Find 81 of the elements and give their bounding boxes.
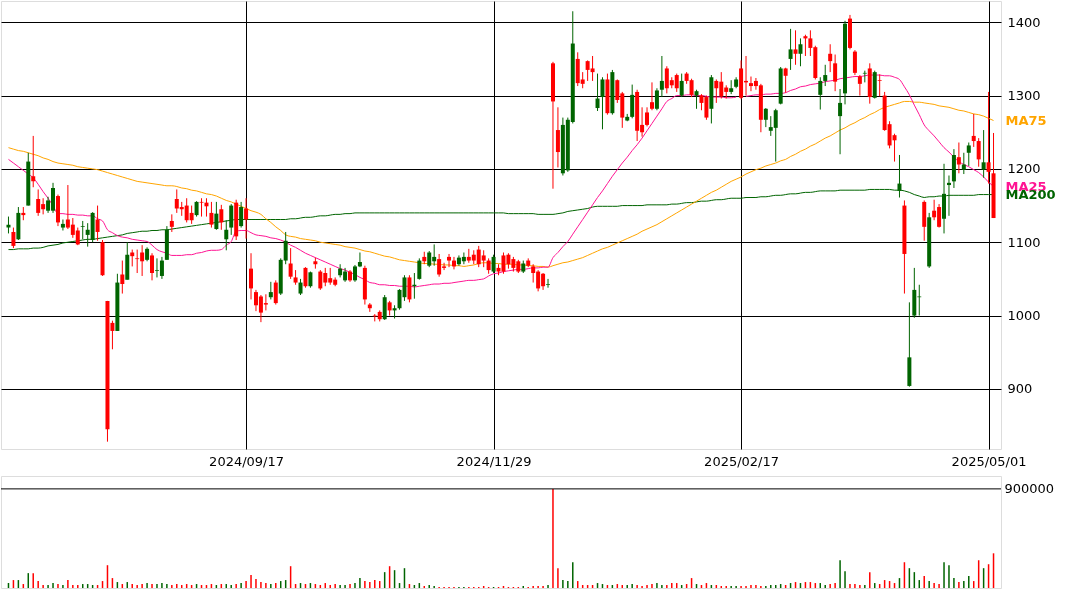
x-tick-label: 2025/02/17: [704, 453, 780, 469]
candlestick: [763, 107, 768, 128]
candlestick: [981, 129, 986, 179]
candlestick: [199, 197, 204, 218]
candlestick: [555, 106, 560, 168]
candlestick: [318, 269, 323, 291]
candlestick: [818, 76, 823, 111]
candlestick: [303, 266, 308, 289]
y-tick-label: 1000: [1007, 308, 1041, 324]
candlestick: [229, 203, 234, 236]
candlestick: [877, 73, 882, 97]
candlestick: [654, 87, 659, 111]
candlestick: [857, 74, 862, 97]
candlestick: [630, 84, 635, 119]
candlestick: [679, 73, 684, 98]
y-tick-label: 1400: [1007, 14, 1041, 30]
candlestick: [961, 152, 966, 175]
candlestick: [273, 279, 278, 306]
y-tick-label: 1200: [1007, 161, 1041, 177]
candlestick: [976, 137, 981, 168]
candlestick: [501, 252, 506, 275]
candlestick: [382, 294, 387, 321]
candlestick: [828, 43, 833, 73]
candlestick: [36, 188, 41, 217]
candlestick: [135, 249, 140, 274]
candlestick: [249, 252, 254, 300]
candlestick: [645, 106, 650, 127]
candlestick: [447, 253, 452, 268]
candlestick: [833, 54, 838, 92]
candlestick: [674, 73, 679, 93]
candlestick: [159, 256, 164, 280]
candlestick: [219, 204, 224, 231]
candlestick: [793, 29, 798, 66]
candlestick: [694, 89, 699, 110]
candlestick: [823, 64, 828, 87]
candlestick: [788, 28, 793, 71]
y-tick-label: 1300: [1007, 88, 1041, 104]
candlestick: [239, 201, 244, 229]
candlestick: [838, 88, 843, 155]
candlestick: [407, 274, 412, 303]
x-tick-label: 2024/09/17: [209, 453, 285, 469]
candlestick: [595, 73, 600, 112]
candlestick: [546, 278, 551, 289]
y-tick-label: 1100: [1007, 234, 1041, 250]
candlestick: [417, 257, 422, 281]
candlestick: [714, 78, 719, 104]
candlestick: [971, 113, 976, 148]
candlestick: [966, 142, 971, 167]
candlestick: [783, 67, 788, 94]
candlestick: [209, 201, 214, 229]
candlestick: [95, 205, 100, 242]
text: 900000: [1004, 480, 1055, 496]
x-tick-label: 2025/05/01: [951, 453, 1027, 469]
candlestick: [798, 37, 803, 67]
candlestick: [649, 81, 654, 111]
candlestick: [986, 91, 991, 185]
candlestick: [600, 76, 605, 130]
candlestick: [11, 227, 16, 249]
candlestick: [773, 108, 778, 163]
candlestick: [590, 55, 595, 82]
candlestick: [531, 263, 536, 284]
candlestick: [689, 78, 694, 98]
candlestick: [437, 253, 442, 278]
candlestick: [288, 247, 293, 280]
series-label: MA75: [1005, 112, 1047, 128]
candlestick: [263, 293, 268, 311]
candlestick: [852, 49, 857, 76]
candlestick: [956, 142, 961, 174]
candlestick: [60, 219, 65, 231]
candlestick: [491, 254, 496, 274]
candlestick: [659, 55, 664, 98]
candlestick: [189, 205, 194, 225]
candlestick: [31, 135, 36, 188]
candlestick: [244, 197, 249, 240]
candlestick: [80, 220, 85, 240]
candlestick: [150, 252, 155, 281]
x-tick-label: 2024/11/29: [456, 453, 532, 469]
candlestick: [214, 201, 219, 231]
candlestick: [338, 263, 343, 278]
y-tick-label: 900: [1007, 381, 1033, 397]
candlestick: [120, 260, 125, 295]
